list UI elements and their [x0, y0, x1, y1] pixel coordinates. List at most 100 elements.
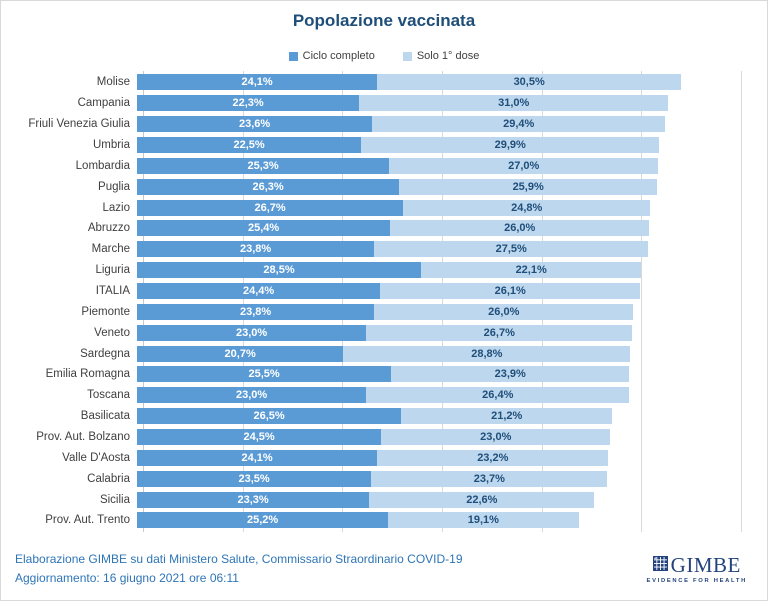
category-label: Toscana [87, 389, 130, 402]
value-label: 22,5% [233, 139, 265, 151]
category-label: Emilia Romagna [45, 368, 130, 381]
category-label: Friuli Venezia Giulia [28, 118, 130, 131]
value-label: 23,8% [240, 305, 272, 318]
gridline [342, 71, 344, 532]
bar-segment-ciclo-completo: 26,5% [137, 408, 402, 425]
bar-row: Umbria 22,5% 29,9% [1, 135, 767, 156]
value-label: 26,7% [254, 201, 286, 214]
gridline [442, 71, 443, 532]
category-label: Valle D'Aosta [62, 451, 130, 464]
bar-track: 24,4% 26,1% [137, 283, 735, 300]
bar-segment-ciclo-completo: 25,4% [137, 220, 391, 237]
bar-segment-solo-1-dose: 26,0% [390, 220, 650, 237]
bar-row: Emilia Romagna 25,5% 23,9% [1, 364, 767, 385]
bar-row: Toscana 23,0% 26,4% [1, 385, 767, 406]
bar-segment-solo-1-dose: 26,7% [366, 324, 633, 341]
gimbe-logo-top: GIMBE [647, 555, 747, 576]
value-label: 23,0% [480, 431, 512, 444]
gimbe-logo-text: GIMBE [670, 553, 741, 577]
bar-segment-solo-1-dose: 23,2% [377, 449, 609, 466]
legend-item-solo-1-dose: Solo 1° dose [402, 50, 480, 62]
bar-segment-solo-1-dose: 22,1% [421, 262, 642, 279]
bar-segment-solo-1-dose: 26,4% [366, 387, 630, 404]
bar-segment-ciclo-completo: 24,1% [137, 74, 378, 91]
bar-segment-solo-1-dose: 21,2% [401, 408, 613, 425]
value-label: 26,4% [482, 389, 514, 402]
bar-segment-ciclo-completo: 23,0% [137, 324, 367, 341]
bar-track: 24,1% 23,2% [137, 449, 735, 466]
bar-segment-solo-1-dose: 25,9% [399, 178, 658, 195]
legend-swatch-solo-1-dose [402, 51, 412, 61]
value-label: 23,3% [237, 493, 269, 506]
bar-segment-ciclo-completo: 28,5% [137, 262, 422, 279]
category-label: Umbria [92, 139, 130, 151]
bar-track: 26,5% 21,2% [137, 408, 735, 425]
bar-segment-solo-1-dose: 28,8% [343, 345, 631, 362]
value-label: 23,2% [477, 451, 509, 464]
bar-rows: Molise 24,1% 30,5% Campania 22,3% 31,0% Friuli… [1, 72, 767, 531]
value-label: 26,1% [494, 285, 526, 298]
value-label: 26,0% [504, 222, 536, 235]
bar-row: Lazio 26,7% 24,8% [1, 197, 767, 218]
bar-segment-ciclo-completo: 24,1% [137, 449, 378, 466]
value-label: 28,8% [471, 347, 503, 360]
category-label: ITALIA [95, 285, 130, 298]
legend-label: Ciclo completo [302, 50, 375, 62]
legend-label: Solo 1° dose [416, 50, 480, 62]
bar-segment-ciclo-completo: 24,4% [137, 283, 381, 300]
gridline [741, 71, 742, 532]
chart-title: Popolazione vaccinata [292, 11, 476, 30]
bar-segment-ciclo-completo: 23,6% [137, 116, 373, 133]
bar-segment-ciclo-completo: 25,5% [137, 366, 392, 383]
bar-segment-ciclo-completo: 26,7% [137, 199, 404, 216]
value-label: 19,1% [467, 514, 499, 527]
bar-row: Sicilia 23,3% 22,6% [1, 489, 767, 510]
bar-row: Prov. Aut. Bolzano 24,5% 23,0% [1, 427, 767, 448]
bar-row: Puglia 26,3% 25,9% [1, 176, 767, 197]
plot-gridlines [143, 71, 742, 532]
category-label: Prov. Aut. Trento [45, 514, 130, 527]
value-label: 23,0% [236, 326, 268, 339]
category-label: Puglia [98, 180, 130, 193]
bar-track: 23,6% 29,4% [137, 116, 735, 133]
bar-segment-ciclo-completo: 22,3% [137, 95, 360, 112]
bar-track: 22,5% 29,9% [137, 137, 735, 153]
bar-track: 23,8% 26,0% [137, 303, 735, 320]
category-label: Sardegna [80, 347, 130, 360]
category-label: Liguria [95, 264, 130, 277]
value-label: 26,5% [253, 410, 285, 423]
bar-row: Piemonte 23,8% 26,0% [1, 301, 767, 322]
bar-segment-ciclo-completo: 22,5% [137, 137, 362, 153]
bar-track: 23,0% 26,4% [137, 387, 735, 404]
bar-segment-solo-1-dose: 23,9% [391, 366, 630, 383]
bar-row: Campania 22,3% 31,0% [1, 93, 767, 114]
bar-segment-solo-1-dose: 23,0% [381, 429, 611, 446]
value-label: 26,3% [252, 180, 284, 193]
value-label: 24,1% [241, 76, 273, 89]
bar-track: 26,3% 25,9% [137, 178, 735, 195]
bar-segment-solo-1-dose: 22,6% [369, 491, 595, 508]
bar-row: Marche 23,8% 27,5% [1, 239, 767, 260]
value-label: 22,6% [466, 493, 498, 506]
bar-row: Friuli Venezia Giulia 23,6% 29,4% [1, 114, 767, 135]
bar-segment-solo-1-dose: 30,5% [377, 74, 682, 91]
bar-segment-solo-1-dose: 29,9% [361, 137, 660, 153]
bar-segment-solo-1-dose: 27,0% [389, 157, 659, 174]
bar-track: 23,0% 26,7% [137, 324, 735, 341]
value-label: 27,5% [495, 243, 527, 256]
bar-segment-solo-1-dose: 24,8% [403, 199, 651, 216]
bar-track: 24,1% 30,5% [137, 74, 735, 91]
gimbe-logo-tagline: EVIDENCE FOR HEALTH [646, 578, 747, 584]
category-label: Abruzzo [87, 222, 130, 235]
bar-row: Calabria 23,5% 23,7% [1, 468, 767, 489]
value-label: 31,0% [498, 97, 530, 110]
category-label: Veneto [94, 326, 130, 339]
bar-segment-solo-1-dose: 26,0% [374, 303, 634, 320]
value-label: 27,0% [508, 159, 540, 172]
value-label: 22,3% [232, 97, 264, 110]
footer: Elaborazione GIMBE su dati Ministero Sal… [15, 550, 463, 588]
bar-segment-solo-1-dose: 27,5% [374, 241, 649, 258]
bar-row: Abruzzo 25,4% 26,0% [1, 218, 767, 239]
bar-track: 25,2% 19,1% [137, 512, 735, 529]
bar-segment-ciclo-completo: 24,5% [137, 429, 382, 446]
